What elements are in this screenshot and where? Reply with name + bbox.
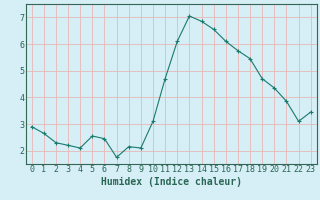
- X-axis label: Humidex (Indice chaleur): Humidex (Indice chaleur): [101, 177, 242, 187]
